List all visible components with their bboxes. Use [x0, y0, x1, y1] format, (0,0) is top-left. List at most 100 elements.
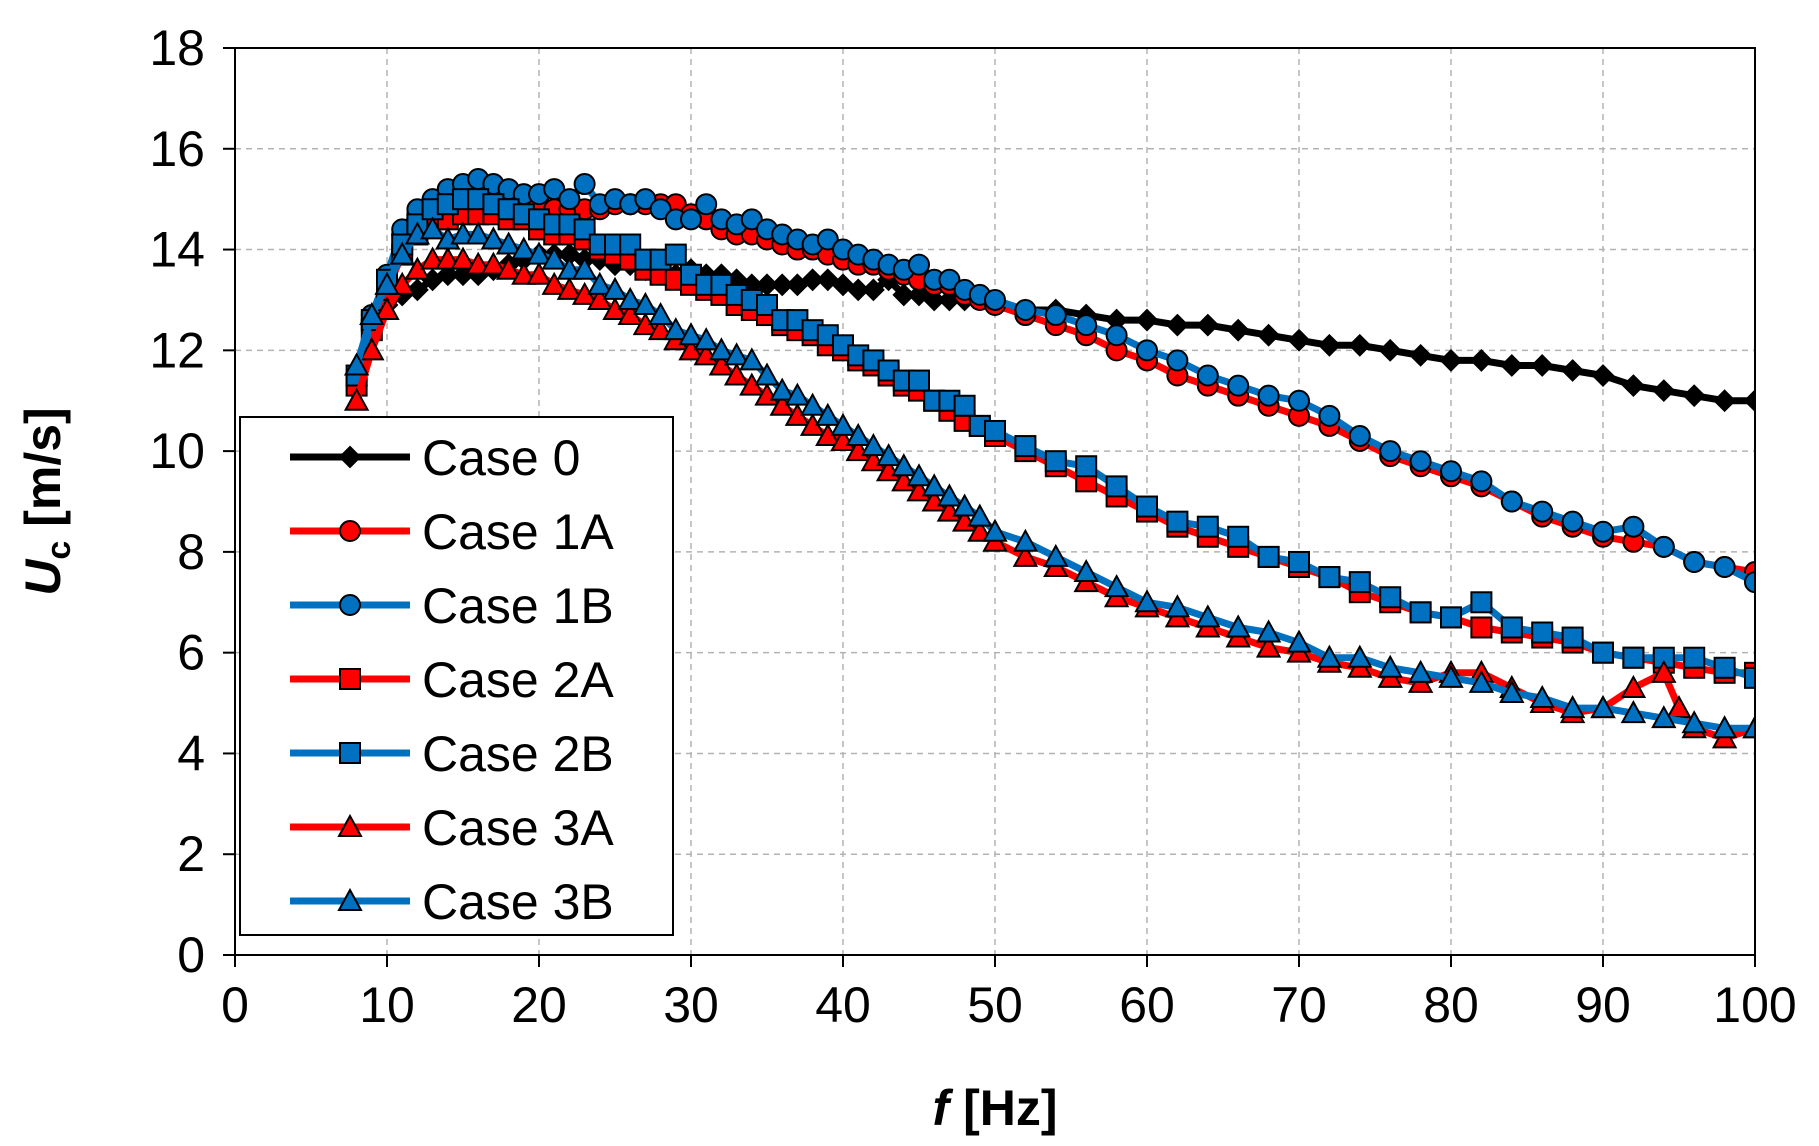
data-point-case-0	[1165, 313, 1189, 337]
legend-label: Case 3A	[422, 800, 614, 856]
data-point-case-0	[801, 268, 825, 292]
data-point-case-2b	[664, 243, 687, 266]
y-tick-label: 16	[149, 121, 205, 177]
data-point-case-0	[1378, 338, 1402, 362]
data-point-case-1b	[1500, 490, 1523, 513]
data-point-case-1b	[1652, 535, 1675, 558]
data-point-case-0	[1196, 313, 1220, 337]
x-tick-label: 30	[663, 977, 719, 1033]
data-point-case-1b	[634, 188, 657, 211]
data-point-case-1b	[1288, 389, 1310, 412]
data-point-case-3b	[1742, 715, 1755, 739]
y-tick-label: 2	[177, 826, 205, 882]
data-point-case-1b	[740, 208, 763, 231]
data-point-case-1b	[543, 178, 566, 201]
data-point-case-3a	[723, 362, 750, 386]
data-point-case-3b	[343, 352, 370, 376]
data-point-case-2b	[1014, 435, 1037, 458]
data-point-case-0	[1561, 359, 1585, 382]
data-point-case-3b	[602, 276, 628, 300]
data-point-case-0	[770, 273, 794, 297]
data-point-case-3a	[419, 246, 446, 270]
data-point-case-3b	[571, 256, 598, 280]
legend-swatch-marker	[338, 445, 362, 469]
data-point-case-1b	[1622, 515, 1645, 538]
data-point-case-1b	[558, 188, 581, 211]
data-point-case-3b	[465, 221, 491, 245]
data-point-case-2b	[1744, 666, 1755, 689]
data-point-case-3b	[1164, 594, 1191, 618]
data-point-case-3b	[723, 342, 750, 366]
legend-item-case-0: Case 0	[290, 430, 580, 486]
data-point-case-2b	[1713, 656, 1736, 679]
y-tick-label: 10	[149, 423, 205, 479]
data-point-case-3a	[374, 296, 400, 321]
data-point-case-2b	[1348, 571, 1371, 594]
data-point-case-1b	[1744, 571, 1755, 594]
data-point-case-3a	[450, 246, 476, 270]
data-point-case-2b	[1592, 641, 1614, 664]
x-tick-label: 70	[1271, 977, 1327, 1033]
x-tick-label: 10	[359, 977, 415, 1033]
y-axis-symbol: U	[15, 558, 71, 596]
data-point-case-3a	[495, 256, 522, 280]
data-point-case-2b	[1136, 495, 1158, 518]
x-axis-symbol: f	[933, 1080, 954, 1136]
data-point-case-3b	[1468, 669, 1495, 693]
y-tick-label: 12	[149, 322, 205, 378]
data-point-case-0	[1409, 343, 1433, 367]
data-point-case-3b	[587, 271, 613, 295]
data-point-case-3b	[419, 216, 446, 240]
data-point-case-1b	[649, 198, 672, 221]
data-point-case-1b	[938, 268, 961, 291]
data-point-case-3b	[495, 231, 522, 255]
data-point-case-3b	[1347, 644, 1373, 668]
x-tick-label: 20	[511, 977, 567, 1033]
data-point-case-3b	[1499, 679, 1525, 703]
data-point-case-3b	[359, 301, 385, 326]
data-point-case-1b	[680, 208, 702, 231]
legend-label: Case 2A	[422, 652, 614, 708]
data-point-case-0	[1469, 348, 1493, 372]
data-point-case-3b	[663, 317, 689, 341]
data-point-case-0	[922, 288, 946, 312]
y-tick-label: 18	[149, 20, 205, 76]
data-point-case-1b	[1014, 299, 1037, 322]
axes: 0 10 20 30 40 50 60 70 80 90 100 0 2 4 6 8 10 12 14 16 18 f […	[15, 20, 1797, 1136]
data-point-case-3a	[1620, 674, 1647, 698]
legend: Case 0 Case 1A Case 1B Case 2A Case 2B Case 3…	[239, 416, 674, 936]
data-point-case-3b	[799, 392, 826, 416]
data-point-case-3b	[511, 236, 537, 260]
data-point-case-3b	[556, 256, 583, 280]
data-point-case-3a	[389, 271, 415, 295]
data-point-case-3b	[739, 347, 765, 371]
data-point-case-1b	[908, 253, 930, 276]
data-point-case-3b	[1316, 644, 1343, 668]
data-point-case-2b	[1409, 601, 1432, 624]
data-point-case-3a	[511, 261, 537, 285]
legend-item-case-2a: Case 2A	[290, 652, 614, 708]
data-point-case-1b	[573, 173, 596, 196]
data-point-case-2b	[1227, 525, 1250, 548]
data-point-case-2b	[1196, 515, 1219, 538]
data-point-case-3b	[450, 221, 476, 245]
data-point-case-3a	[556, 276, 583, 300]
data-point-case-0	[1439, 348, 1463, 372]
data-point-case-0	[1257, 323, 1281, 347]
data-point-case-2b	[984, 419, 1006, 442]
data-point-case-3b	[1711, 715, 1738, 739]
data-point-case-1b	[1136, 339, 1158, 362]
data-point-case-1b	[1440, 460, 1462, 483]
data-point-case-1b	[695, 193, 718, 216]
x-tick-label: 100	[1713, 977, 1796, 1033]
data-point-case-3a	[1651, 659, 1677, 683]
series-case-3b	[343, 216, 1755, 739]
data-point-case-3b	[1225, 614, 1251, 638]
data-point-case-3b	[1681, 710, 1707, 734]
legend-item-case-3b: Case 3B	[290, 874, 614, 930]
data-point-case-3a	[465, 251, 491, 275]
data-point-case-3b	[678, 322, 704, 346]
x-axis-unit: [Hz]	[949, 1080, 1057, 1136]
data-point-case-0	[1226, 318, 1250, 342]
